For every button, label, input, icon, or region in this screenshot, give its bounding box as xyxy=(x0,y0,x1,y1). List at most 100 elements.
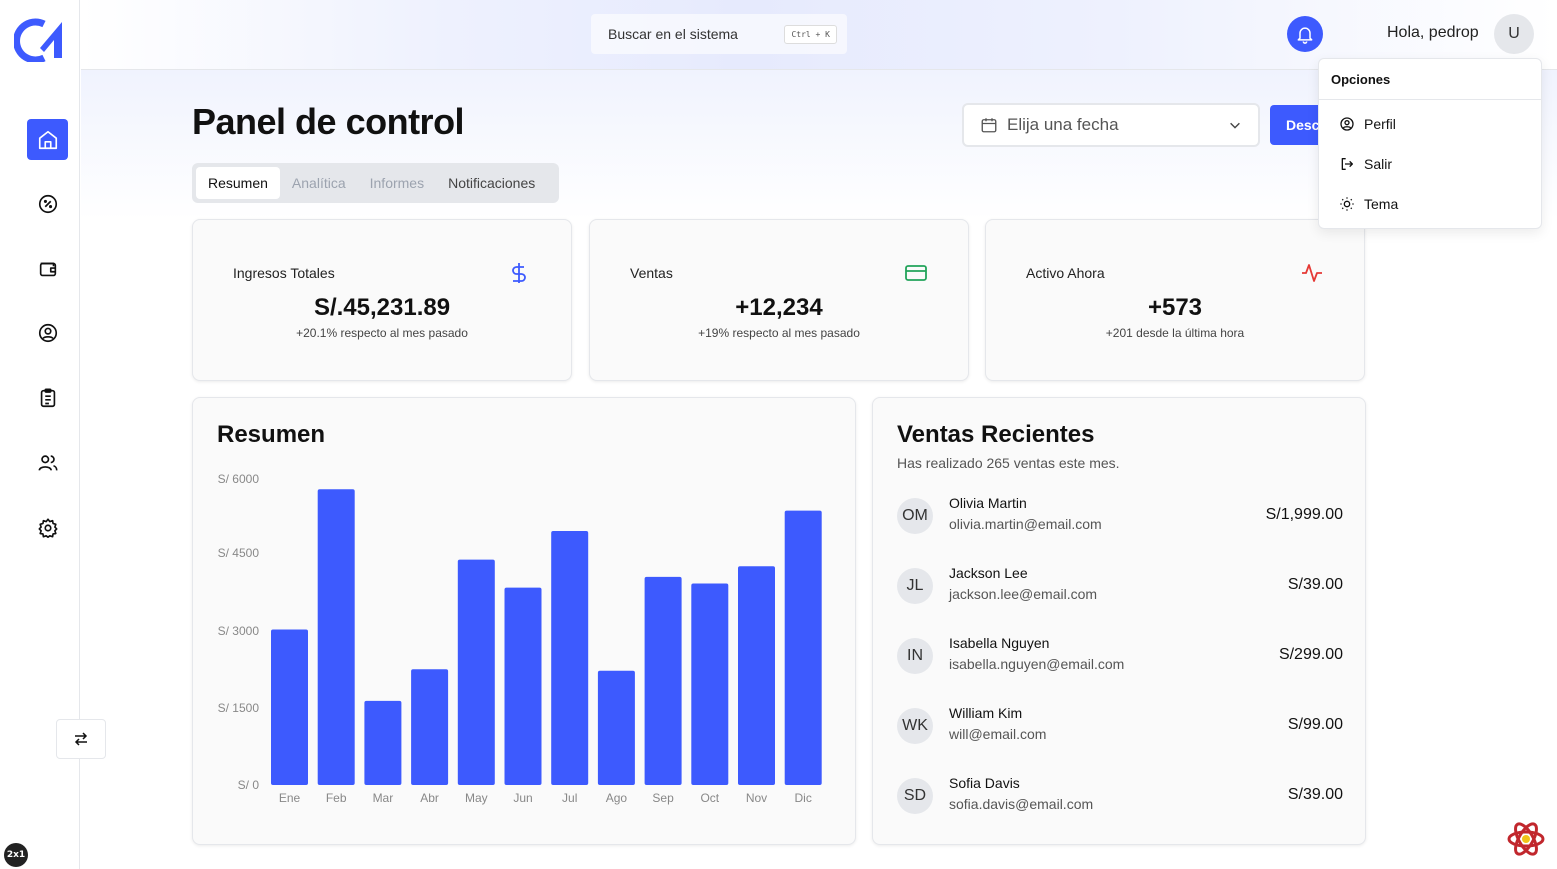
activity-icon xyxy=(1302,264,1322,282)
bar-oct[interactable] xyxy=(691,583,729,785)
customer-email: will@email.com xyxy=(949,726,1047,742)
bar-jun[interactable] xyxy=(504,587,542,785)
bell-icon xyxy=(1297,27,1313,44)
chart-title: Resumen xyxy=(217,421,326,448)
customer-avatar: JL xyxy=(897,568,933,604)
sale-row[interactable]: JL Jackson Lee jackson.lee@email.com S/3… xyxy=(897,560,1343,610)
sidebar-item-settings[interactable] xyxy=(27,507,68,548)
sale-row[interactable]: IN Isabella Nguyen isabella.nguyen@email… xyxy=(897,630,1343,680)
tab-summary[interactable]: Resumen xyxy=(196,167,280,199)
customer-avatar: OM xyxy=(897,498,933,534)
x-tick-label: Nov xyxy=(746,791,767,805)
tab-bar: Resumen Analítica Informes Notificacione… xyxy=(192,163,559,203)
sale-amount: S/39.00 xyxy=(1287,786,1343,803)
user-greeting: Hola, pedrop xyxy=(1387,24,1479,41)
clipboard-list-icon xyxy=(40,387,55,407)
search-box[interactable]: Buscar en el sistema Ctrl + K xyxy=(591,14,847,54)
y-tick-label: S/ 3000 xyxy=(218,624,260,638)
bar-jul[interactable] xyxy=(551,531,589,785)
y-tick-label: S/ 1500 xyxy=(218,701,260,715)
recent-sales-card: Ventas Recientes Has realizado 265 venta… xyxy=(872,397,1366,845)
menu-title: Opciones xyxy=(1319,59,1541,100)
overview-chart-card: Resumen S/ 0 S/ 1500 S/ 3000 S/ 4500 S/ 6000… xyxy=(192,397,856,845)
promo-badge: 2x1 xyxy=(4,843,28,867)
menu-item-profile[interactable]: Perfil xyxy=(1319,104,1541,144)
sale-row[interactable]: WK William Kim will@email.com S/99.00 xyxy=(897,700,1343,750)
stat-value: +12,234 xyxy=(735,294,823,321)
bar-feb[interactable] xyxy=(317,489,355,785)
tab-notifications[interactable]: Notificaciones xyxy=(448,175,536,191)
menu-item-logout[interactable]: Salir xyxy=(1319,144,1541,184)
tab-analytics[interactable]: Analítica xyxy=(291,175,346,191)
logout-icon xyxy=(1341,158,1353,170)
customer-name: Sofia Davis xyxy=(949,775,1020,791)
sale-amount: S/99.00 xyxy=(1287,716,1343,733)
toggle-sidebar-button[interactable] xyxy=(56,719,106,759)
x-tick-label: Feb xyxy=(326,791,347,805)
sale-amount: S/299.00 xyxy=(1278,646,1343,663)
search-label: Buscar en el sistema xyxy=(608,26,738,42)
customer-avatar: WK xyxy=(897,708,933,744)
swap-arrows-icon xyxy=(74,732,88,746)
menu-item-theme[interactable]: Tema xyxy=(1319,184,1541,224)
notifications-button[interactable] xyxy=(1287,16,1323,52)
x-tick-label: Ago xyxy=(606,791,628,805)
bar-sep[interactable] xyxy=(644,576,682,785)
customer-email: isabella.nguyen@email.com xyxy=(949,656,1125,672)
user-circle-icon xyxy=(38,323,57,342)
y-tick-label: S/ 0 xyxy=(238,778,260,792)
sidebar-item-home[interactable] xyxy=(27,119,68,160)
bar-dic[interactable] xyxy=(784,510,822,785)
bar-abr[interactable] xyxy=(411,669,449,785)
sidebar-item-tasks[interactable] xyxy=(27,377,68,418)
stat-card-sales: Ventas +12,234 +19% respecto al mes pasa… xyxy=(589,219,969,381)
menu-item-label: Tema xyxy=(1364,196,1399,212)
sale-amount: S/1,999.00 xyxy=(1265,506,1343,523)
customer-avatar: IN xyxy=(897,638,933,674)
sidebar-item-wallet[interactable] xyxy=(27,248,68,289)
sidebar-item-discounts[interactable] xyxy=(27,183,68,224)
x-tick-label: Jul xyxy=(562,791,577,805)
user-avatar[interactable]: U xyxy=(1494,14,1534,54)
customer-email: jackson.lee@email.com xyxy=(949,586,1098,602)
customer-email: olivia.martin@email.com xyxy=(949,516,1102,532)
calendar-icon xyxy=(981,118,997,133)
stat-label: Ventas xyxy=(630,265,673,281)
x-tick-label: Sep xyxy=(652,791,674,805)
bar-nov[interactable] xyxy=(738,566,775,785)
customer-name: William Kim xyxy=(949,705,1023,721)
stat-value: S/.45,231.89 xyxy=(313,294,451,321)
user-options-menu: Opciones Perfil Salir Tema xyxy=(1318,58,1542,229)
stat-change: +201 desde la última hora xyxy=(1105,326,1245,340)
sidebar: 2x1 xyxy=(0,0,80,869)
date-picker[interactable]: Elija una fecha xyxy=(962,103,1260,147)
bar-mar[interactable] xyxy=(364,700,402,785)
customer-name: Jackson Lee xyxy=(949,565,1028,581)
stat-label: Activo Ahora xyxy=(1026,265,1105,281)
stat-label: Ingresos Totales xyxy=(233,265,335,281)
customer-name: Olivia Martin xyxy=(949,495,1027,511)
tab-reports[interactable]: Informes xyxy=(369,175,425,191)
sale-row[interactable]: SD Sofia Davis sofia.davis@email.com S/3… xyxy=(897,770,1343,820)
sidebar-item-profile[interactable] xyxy=(27,312,68,353)
sidebar-item-users[interactable] xyxy=(27,442,68,483)
stat-card-revenue: Ingresos Totales S/.45,231.89 +20.1% res… xyxy=(192,219,572,381)
chevron-down-icon xyxy=(1230,122,1240,129)
user-circle-icon xyxy=(1340,117,1354,131)
stat-value: +573 xyxy=(1147,294,1203,321)
react-devtools-icon[interactable] xyxy=(1505,818,1547,860)
y-tick-label: S/ 4500 xyxy=(218,546,260,560)
wallet-icon xyxy=(39,262,56,276)
customer-avatar: SD xyxy=(897,778,933,814)
bar-ago[interactable] xyxy=(597,670,635,785)
sun-icon xyxy=(1340,197,1354,211)
sale-row[interactable]: OM Olivia Martin olivia.martin@email.com… xyxy=(897,490,1343,540)
bar-ene[interactable] xyxy=(271,629,308,785)
recent-sales-subtitle: Has realizado 265 ventas este mes. xyxy=(897,455,1120,471)
dollar-icon xyxy=(512,263,526,283)
x-tick-label: Mar xyxy=(373,791,394,805)
page-title: Panel de control xyxy=(192,101,465,142)
app-logo[interactable] xyxy=(14,18,66,62)
bar-may[interactable] xyxy=(457,559,495,785)
settings-icon xyxy=(37,517,58,538)
